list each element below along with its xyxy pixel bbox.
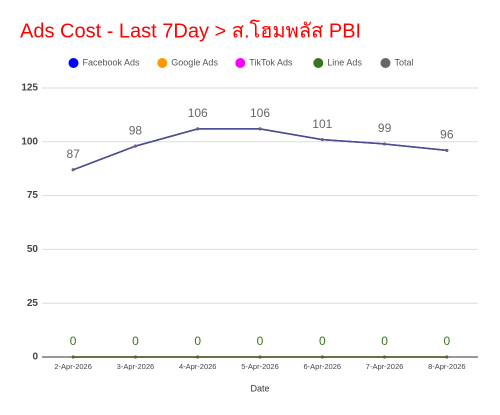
data-label: 87 <box>66 147 80 161</box>
data-label: 101 <box>312 117 332 131</box>
data-label: 0 <box>257 334 264 348</box>
data-label: 106 <box>250 106 270 120</box>
x-tick-label: 8-Apr-2026 <box>428 362 466 371</box>
data-point <box>71 355 75 359</box>
legend-swatch <box>68 58 79 68</box>
data-label: 0 <box>319 334 326 348</box>
y-tick-label: 75 <box>27 190 39 201</box>
data-label: 99 <box>378 121 392 135</box>
data-point <box>258 355 262 359</box>
data-label: 106 <box>188 106 208 120</box>
legend-label: TikTok Ads <box>249 57 293 67</box>
x-tick-label: 4-Apr-2026 <box>179 362 217 371</box>
x-axis-label: Date <box>250 383 269 393</box>
y-tick-label: 25 <box>27 298 39 309</box>
data-point <box>196 127 200 131</box>
data-point <box>445 148 449 152</box>
data-point <box>133 355 137 359</box>
data-point <box>258 127 262 131</box>
legend-swatch <box>157 58 168 68</box>
x-tick-label: 6-Apr-2026 <box>304 362 342 371</box>
y-tick-label: 100 <box>21 136 38 147</box>
y-tick-label: 125 <box>21 83 38 94</box>
data-label: 0 <box>132 334 139 348</box>
x-tick-label: 2-Apr-2026 <box>54 362 92 371</box>
data-point <box>320 355 324 359</box>
legend-swatch <box>380 58 391 68</box>
x-tick-label: 7-Apr-2026 <box>366 362 404 371</box>
data-label: 0 <box>70 334 77 348</box>
x-tick-label: 3-Apr-2026 <box>117 362 155 371</box>
data-point <box>320 138 324 142</box>
data-point <box>383 355 387 359</box>
legend: Facebook Ads Google Ads TikTok Ads Line Ads… <box>68 57 414 68</box>
x-tick-label: 5-Apr-2026 <box>241 362 279 371</box>
data-point <box>445 355 449 359</box>
chart-title: Ads Cost - Last 7Day > ส.โฮมพลัส PBI <box>20 19 361 42</box>
data-point <box>383 142 387 146</box>
legend-label: Google Ads <box>171 57 218 67</box>
legend-label: Total <box>395 57 414 67</box>
data-label: 0 <box>381 334 388 348</box>
data-point <box>196 355 200 359</box>
legend-label: Facebook Ads <box>83 57 141 67</box>
data-point <box>133 144 137 148</box>
data-point <box>71 168 75 172</box>
y-tick-label: 50 <box>27 244 39 255</box>
legend-swatch <box>313 58 324 68</box>
data-label: 0 <box>444 334 451 348</box>
data-label: 0 <box>194 334 201 348</box>
y-tick-label: 0 <box>32 352 38 363</box>
data-label: 98 <box>129 123 143 137</box>
legend-label: Line Ads <box>327 57 362 67</box>
data-label: 96 <box>440 128 454 142</box>
legend-swatch <box>235 58 246 68</box>
